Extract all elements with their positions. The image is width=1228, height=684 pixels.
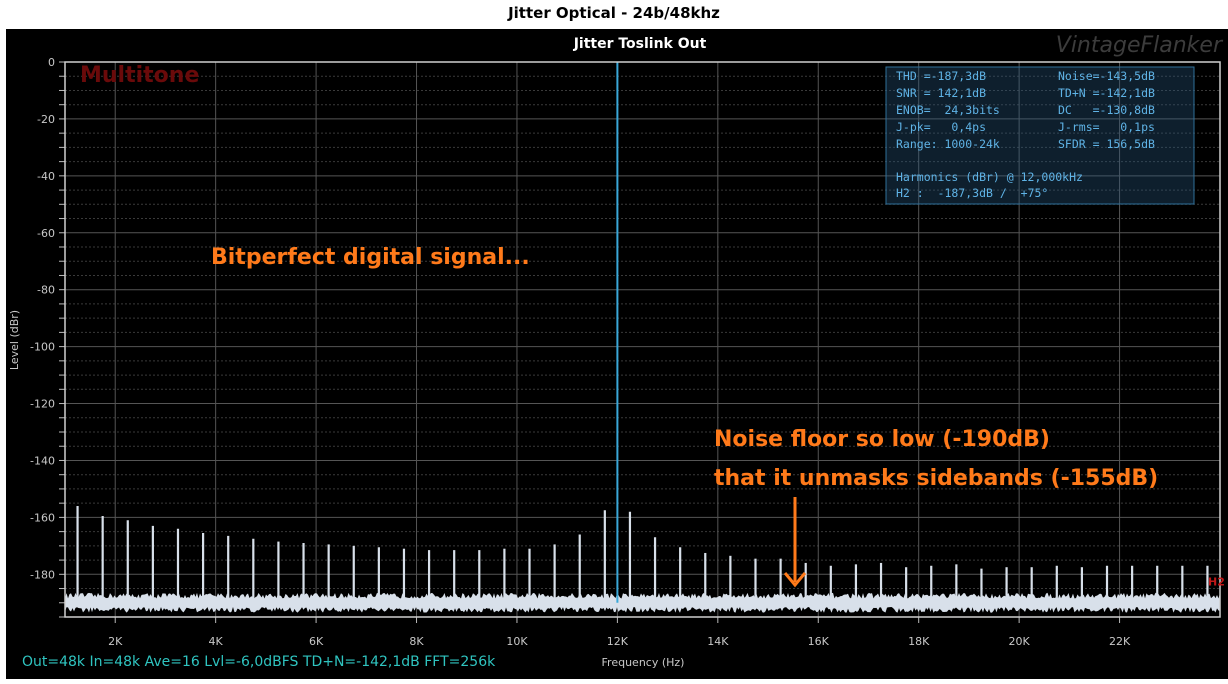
annotation-noise-2: that it unmasks sidebands (-155dB): [714, 466, 1158, 491]
x-axis-label: Frequency (Hz): [602, 656, 685, 669]
x-tick-label: 20K: [1009, 635, 1031, 648]
y-tick-label: -60: [37, 227, 55, 240]
info-jrms: J-rms= 0,1ps: [1058, 120, 1155, 134]
watermark-left: Multitone: [80, 63, 199, 88]
y-tick-label: -80: [37, 284, 55, 297]
info-jpk: J-pk= 0,4ps: [896, 120, 986, 134]
x-tick-label: 16K: [808, 635, 830, 648]
x-tick-label: 4K: [209, 635, 224, 648]
x-tick-label: 2K: [108, 635, 123, 648]
x-tick-label: 12K: [607, 635, 629, 648]
sidebands: [76, 62, 1209, 603]
info-harmonics-header: Harmonics (dBr) @ 12,000kHz: [896, 170, 1083, 184]
info-enob: ENOB= 24,3bits: [896, 103, 1000, 117]
info-thd: THD =-187,3dB: [896, 69, 986, 83]
y-axis-label: Level (dBr): [8, 310, 21, 370]
status-line: Out=48k In=48k Ave=16 Lvl=-6,0dBFS TD+N=…: [22, 654, 496, 670]
y-tick-label: -20: [37, 113, 55, 126]
x-tick-label: 8K: [409, 635, 424, 648]
info-h2: H2 : -187,3dB / +75°: [896, 186, 1048, 200]
info-snr: SNR = 142,1dB: [896, 86, 986, 100]
x-tick-label: 14K: [707, 635, 729, 648]
info-sfdr: SFDR = 156,5dB: [1058, 137, 1155, 151]
arrow-icon: [783, 497, 807, 588]
annotation-noise-1: Noise floor so low (-190dB): [714, 427, 1050, 452]
plot-frame: [64, 61, 1221, 618]
info-dc: DC =-130,8dB: [1058, 103, 1155, 117]
h2-marker: H2: [1208, 576, 1225, 589]
watermark-right: VintageFlanker: [1056, 33, 1224, 58]
x-tick-label: 6K: [309, 635, 324, 648]
x-tick-label: 22K: [1109, 635, 1131, 648]
info-tdn: TD+N =-142,1dB: [1058, 86, 1155, 100]
page-title: Jitter Optical - 24b/48khz: [508, 4, 720, 22]
y-tick-label: -180: [30, 568, 55, 581]
y-tick-label: -100: [30, 341, 55, 354]
y-tick-label: -160: [30, 511, 55, 524]
info-box: THD =-187,3dB Noise=-143,5dB SNR = 142,1…: [885, 66, 1195, 205]
chart-title: Jitter Toslink Out: [573, 36, 707, 52]
x-tick-label: 10K: [506, 635, 528, 648]
x-tick-label: 18K: [908, 635, 930, 648]
y-tick-label: 0: [48, 56, 55, 69]
info-noise: Noise=-143,5dB: [1058, 69, 1155, 83]
y-tick-label: -120: [30, 398, 55, 411]
axes: 2K 4K 6K 8K 10K 12K 14K 16K 18K 20K 22K 0 -20 -40 -60 -…: [30, 56, 1221, 648]
y-tick-label: -140: [30, 454, 55, 467]
info-range: Range: 1000-24k: [896, 137, 1000, 151]
y-tick-label: -40: [37, 170, 55, 183]
annotation-signal: Bitperfect digital signal...: [211, 245, 530, 270]
